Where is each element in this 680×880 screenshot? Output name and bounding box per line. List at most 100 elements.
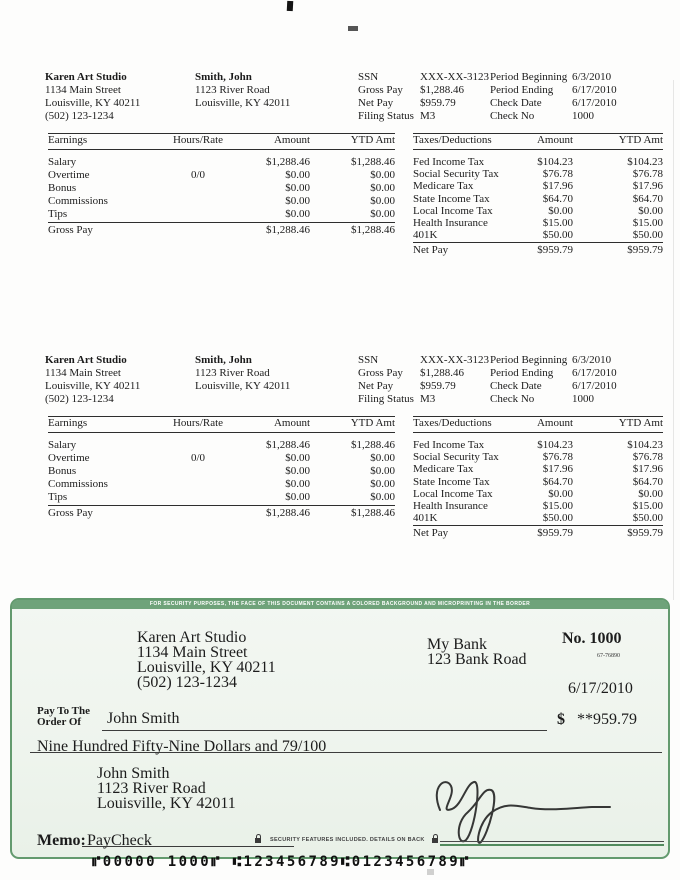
bank-block: My Bank 123 Bank Road	[427, 637, 527, 668]
ytd-header: YTD Amt	[618, 134, 663, 146]
deductions-table: Taxes/Deductions Amount YTD Amt Fed Inco…	[413, 133, 663, 257]
row-amount: $64.70	[542, 475, 573, 488]
hours-rate-header: Hours/Rate	[172, 417, 224, 429]
employee-name: Smith, John	[195, 71, 252, 83]
hours-rate-header: Hours/Rate	[172, 134, 224, 146]
period-beginning-value: 6/3/2010	[572, 354, 612, 366]
row-label: State Income Tax	[413, 192, 490, 205]
total-hours-rate	[158, 507, 238, 520]
period-ending-label: Period Ending	[490, 84, 554, 96]
row-amount: $50.00	[542, 512, 573, 525]
total-hours-rate	[158, 224, 238, 237]
row-amount: $64.70	[542, 192, 573, 205]
table-row: Tips $0.00 $0.00	[48, 208, 395, 221]
security-banner: FOR SECURITY PURPOSES, THE FACE OF THIS …	[12, 600, 668, 609]
total-label: Gross Pay	[48, 224, 93, 237]
table-row: Salary $1,288.46 $1,288.46	[48, 156, 395, 169]
amount-numeric: **959.79	[577, 711, 637, 728]
ytd-header: YTD Amt	[618, 417, 663, 429]
amount-in-words: Nine Hundred Fifty-Nine Dollars and 79/1…	[37, 738, 327, 755]
period-block: Period Beginning 6/3/2010 Period Ending 6/…	[490, 71, 617, 123]
row-amount: $17.96	[542, 463, 573, 476]
earnings-table: Earnings Hours/Rate Amount YTD Amt Salar…	[48, 133, 395, 237]
row-label: Fed Income Tax	[413, 156, 485, 168]
table-row: Social Security Tax $76.78 $76.78	[413, 168, 663, 180]
row-ytd: $104.23	[627, 439, 663, 451]
employer-block: Karen Art Studio 1134 Main Street Louisv…	[45, 71, 140, 123]
row-hours-rate	[158, 491, 238, 504]
row-hours-rate: 0/0	[190, 452, 206, 465]
row-label: Social Security Tax	[413, 168, 499, 181]
table-row: Health Insurance $15.00 $15.00	[413, 217, 663, 229]
check: FOR SECURITY PURPOSES, THE FACE OF THIS …	[10, 598, 670, 859]
total-amount: $1,288.46	[266, 507, 310, 520]
row-label: Social Security Tax	[413, 451, 499, 464]
deductions-header: Taxes/Deductions	[413, 417, 492, 429]
lock-icon	[432, 834, 438, 843]
table-row: Health Insurance $15.00 $15.00	[413, 500, 663, 512]
filing-status-label: Filing Status	[358, 110, 414, 122]
row-amount: $0.00	[285, 491, 310, 504]
row-label: Medicare Tax	[413, 463, 474, 476]
row-amount: $50.00	[542, 229, 573, 242]
total-label: Net Pay	[413, 244, 449, 257]
table-row: Salary $1,288.46 $1,288.46	[48, 439, 395, 452]
table-row: Bonus $0.00 $0.00	[48, 182, 395, 195]
check-date-label: Check Date	[490, 380, 542, 392]
deductions-header-row: Taxes/Deductions Amount YTD Amt	[413, 416, 663, 433]
period-ending-value: 6/17/2010	[572, 367, 617, 379]
employer-name: Karen Art Studio	[45, 354, 127, 366]
row-amount: $15.00	[542, 500, 573, 513]
row-label: Local Income Tax	[413, 204, 493, 217]
row-ytd: $15.00	[632, 500, 663, 513]
check-no-label: Check No	[490, 393, 535, 405]
row-label: Salary	[48, 439, 77, 451]
total-ytd: $1,288.46	[351, 507, 395, 520]
ssn-label: SSN	[358, 354, 379, 366]
total-amount: $959.79	[537, 527, 573, 540]
row-amount: $76.78	[542, 451, 573, 464]
ssn-value: XXX-XX-3123	[420, 71, 490, 83]
row-amount: $0.00	[285, 478, 310, 491]
row-hours-rate	[158, 465, 238, 478]
row-amount: $104.23	[537, 156, 573, 168]
employer-block: Karen Art Studio 1134 Main Street Louisv…	[45, 354, 140, 406]
signature	[435, 780, 611, 844]
row-label: Salary	[48, 156, 77, 168]
pay-stub: Karen Art Studio 1134 Main Street Louisv…	[0, 338, 680, 621]
row-ytd: $0.00	[370, 169, 395, 182]
check-date-value: 6/17/2010	[572, 97, 617, 109]
table-row: Social Security Tax $76.78 $76.78	[413, 451, 663, 463]
period-beginning-label: Period Beginning	[490, 71, 568, 83]
row-label: Bonus	[48, 182, 77, 195]
row-amount: $0.00	[285, 465, 310, 478]
employer-address1: 1134 Main Street	[45, 367, 121, 379]
pay-stub: Karen Art Studio 1134 Main Street Louisv…	[0, 55, 680, 338]
ytd-header: YTD Amt	[350, 417, 395, 429]
earnings-header: Earnings	[48, 134, 88, 146]
table-row: Medicare Tax $17.96 $17.96	[413, 180, 663, 192]
deductions-header-row: Taxes/Deductions Amount YTD Amt	[413, 133, 663, 150]
lock-icon	[255, 834, 261, 843]
period-ending-label: Period Ending	[490, 367, 554, 379]
gross-pay-row: Gross Pay $1,288.46 $1,288.46	[48, 222, 395, 237]
row-ytd: $76.78	[632, 168, 663, 181]
row-label: Tips	[48, 208, 68, 221]
period-block: Period Beginning 6/3/2010 Period Ending 6/…	[490, 354, 617, 406]
fractional-routing-number: 67-76890	[597, 653, 620, 659]
row-ytd: $0.00	[370, 491, 395, 504]
period-ending-value: 6/17/2010	[572, 84, 617, 96]
employee-address1: 1123 River Road	[195, 84, 270, 96]
pay-summary-block: SSN XXX-XX-3123 Gross Pay $1,288.46 Net Pa…	[358, 71, 489, 123]
row-amount: $1,288.46	[266, 156, 310, 168]
row-amount: $104.23	[537, 439, 573, 451]
filing-status-label: Filing Status	[358, 393, 414, 405]
row-hours-rate: 0/0	[190, 169, 206, 182]
row-amount: $0.00	[285, 208, 310, 221]
gross-pay-value: $1,288.46	[420, 84, 464, 96]
row-amount: $17.96	[542, 180, 573, 193]
row-amount: $1,288.46	[266, 439, 310, 451]
employer-address2: Louisville, KY 40211	[45, 380, 141, 392]
row-ytd: $64.70	[632, 192, 663, 205]
row-hours-rate	[158, 195, 238, 208]
